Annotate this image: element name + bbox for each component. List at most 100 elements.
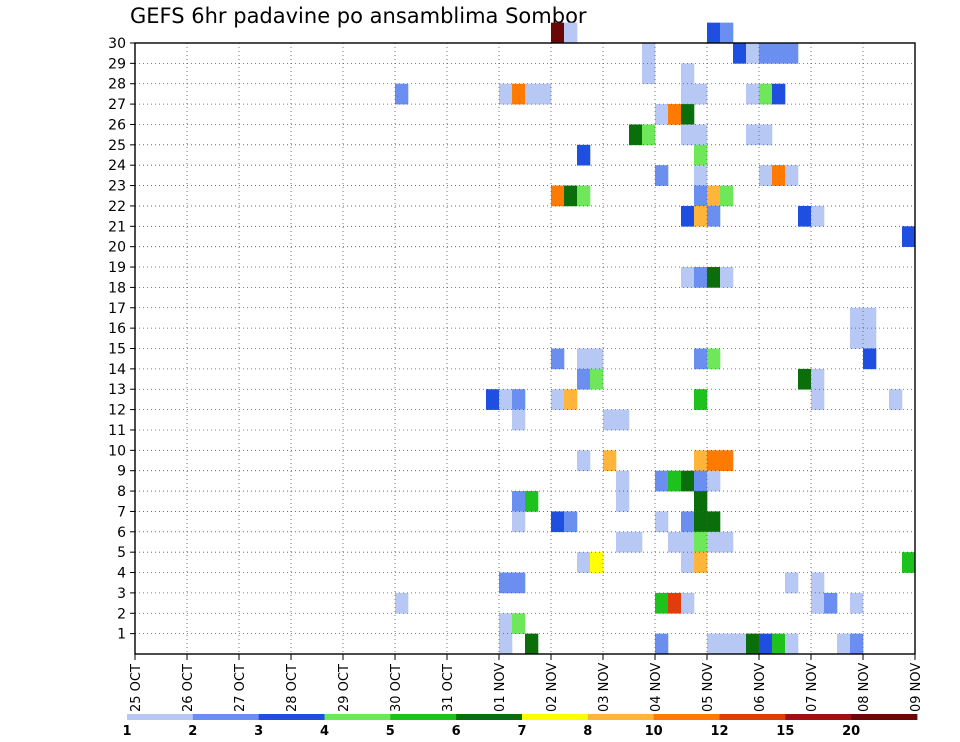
data-cell	[694, 83, 708, 105]
data-cell	[603, 450, 617, 471]
data-cell	[512, 83, 526, 105]
data-cell	[525, 83, 539, 105]
data-cell	[811, 389, 825, 410]
y-tick-label: 29	[108, 56, 126, 72]
y-tick-label: 26	[108, 117, 126, 133]
data-cell	[577, 450, 591, 471]
data-cell	[577, 144, 591, 166]
colorbar-label: 1	[122, 724, 131, 739]
data-cell	[564, 389, 578, 410]
data-cell	[863, 328, 877, 349]
data-cell	[655, 592, 669, 614]
colorbar-swatch	[456, 714, 523, 720]
y-tick-label: 10	[108, 443, 126, 459]
data-cell	[616, 470, 630, 492]
colorbar-label: 6	[452, 724, 461, 739]
x-tick-label: 29 OCT	[337, 664, 352, 712]
data-cell	[577, 185, 591, 207]
y-tick-label: 4	[117, 566, 126, 582]
colorbar-label: 2	[188, 724, 197, 739]
data-cell	[681, 104, 695, 125]
y-tick-label: 19	[108, 260, 126, 276]
y-tick-label: 15	[108, 342, 126, 358]
data-cell	[785, 165, 799, 186]
data-cell	[525, 633, 539, 655]
data-cell	[824, 592, 838, 614]
colorbar-swatch	[785, 714, 852, 720]
colorbar-swatch	[653, 714, 720, 720]
data-cell	[499, 389, 513, 410]
data-cell	[811, 368, 825, 390]
data-cell	[681, 205, 695, 227]
data-cell	[772, 83, 786, 105]
y-tick-label: 24	[108, 158, 126, 174]
y-tick-label: 27	[108, 97, 126, 113]
data-cell	[694, 552, 708, 573]
data-cell	[642, 43, 656, 64]
y-tick-label: 9	[117, 464, 126, 480]
data-cell	[902, 226, 916, 247]
data-cell	[733, 633, 747, 655]
data-cell	[655, 511, 669, 533]
data-cell	[694, 124, 708, 146]
x-tick-label: 28 OCT	[285, 664, 300, 712]
data-cell	[707, 633, 721, 655]
data-cell	[681, 531, 695, 553]
x-tick-label: 01 NOV	[493, 663, 508, 712]
data-cell	[850, 328, 864, 349]
data-cell	[785, 572, 799, 594]
data-cell	[668, 104, 682, 125]
colorbar-label: 10	[645, 724, 663, 739]
data-cell	[616, 409, 630, 431]
data-cell	[694, 185, 708, 207]
data-cell	[577, 368, 591, 390]
x-tick-label: 25 OCT	[129, 664, 144, 712]
y-tick-label: 20	[108, 240, 126, 256]
y-tick-label: 23	[108, 179, 126, 195]
colorbar-swatch	[851, 714, 918, 720]
data-cell	[512, 409, 526, 431]
x-tick-label: 06 NOV	[753, 663, 768, 712]
x-tick-label: 08 NOV	[857, 663, 872, 712]
data-cell	[772, 43, 786, 64]
data-cell	[798, 368, 812, 390]
y-tick-label: 16	[108, 321, 126, 337]
data-cell	[811, 592, 825, 614]
y-tick-label: 12	[108, 403, 126, 419]
data-cell	[811, 572, 825, 594]
y-tick-label: 7	[117, 504, 126, 520]
y-tick-label: 30	[108, 36, 126, 52]
data-cell	[694, 267, 708, 288]
y-tick-label: 11	[108, 423, 126, 439]
data-cell	[590, 368, 604, 390]
colorbar-swatch	[522, 714, 589, 720]
data-cell	[499, 613, 513, 634]
data-cell	[681, 267, 695, 288]
data-cell	[707, 22, 721, 44]
data-cell	[694, 348, 708, 370]
colorbar-label: 5	[386, 724, 395, 739]
data-cell	[707, 185, 721, 207]
y-tick-label: 6	[117, 525, 126, 541]
data-cell	[694, 144, 708, 166]
data-cell	[538, 83, 552, 105]
data-cell	[785, 633, 799, 655]
data-cell	[694, 205, 708, 227]
data-cell	[499, 83, 513, 105]
data-cell	[655, 470, 669, 492]
data-cell	[837, 633, 851, 655]
data-cell	[902, 552, 916, 573]
y-tick-label: 3	[117, 586, 126, 602]
colorbar-swatch	[324, 714, 391, 720]
data-cell	[759, 83, 773, 105]
colorbar-label: 12	[710, 724, 728, 739]
data-cell	[512, 389, 526, 410]
data-cell	[720, 185, 734, 207]
data-cell	[629, 124, 643, 146]
data-cell	[564, 511, 578, 533]
data-cell	[551, 22, 565, 44]
data-cell	[564, 22, 578, 44]
data-cell	[551, 511, 565, 533]
data-cell	[512, 572, 526, 594]
